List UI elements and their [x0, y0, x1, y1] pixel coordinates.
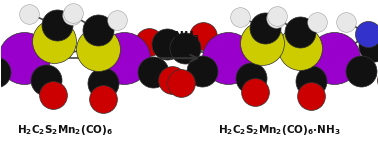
- Point: [100, 81, 106, 84]
- Point: [94, 29, 101, 31]
- Text: $\mathbf{H_2C_2S_2Mn_2(CO)_6{\cdot}NH_3}$: $\mathbf{H_2C_2S_2Mn_2(CO)_6{\cdot}NH_3}…: [218, 123, 341, 137]
- Point: [182, 47, 188, 49]
- Point: [343, 21, 349, 23]
- Point: [164, 43, 170, 46]
- Point: [371, 44, 377, 47]
- Point: [178, 81, 184, 84]
- Point: [259, 41, 265, 44]
- Point: [308, 80, 314, 82]
- Text: $\mathbf{H_2C_2S_2Mn_2(CO)_6}$: $\mathbf{H_2C_2S_2Mn_2(CO)_6}$: [17, 123, 113, 137]
- Point: [54, 24, 60, 27]
- Point: [237, 16, 243, 18]
- Point: [308, 95, 314, 97]
- Point: [365, 33, 371, 35]
- Point: [150, 71, 156, 73]
- Point: [42, 79, 48, 81]
- Point: [297, 31, 303, 33]
- Point: [69, 14, 75, 16]
- Point: [95, 47, 101, 50]
- Point: [50, 94, 56, 96]
- Point: [70, 12, 76, 14]
- Point: [262, 27, 268, 29]
- Point: [100, 98, 106, 100]
- Point: [121, 57, 127, 59]
- Point: [225, 57, 231, 59]
- Point: [146, 41, 152, 43]
- Point: [21, 57, 27, 59]
- Point: [252, 91, 258, 93]
- Point: [314, 21, 320, 24]
- Point: [274, 15, 280, 18]
- Point: [248, 77, 254, 79]
- Point: [200, 35, 206, 37]
- Point: [331, 57, 337, 59]
- Point: [51, 40, 57, 43]
- Point: [169, 78, 175, 81]
- Point: [297, 47, 303, 49]
- Point: [113, 18, 119, 21]
- Point: [273, 17, 279, 19]
- Point: [358, 70, 364, 72]
- Text: + NH₃: + NH₃: [160, 30, 199, 43]
- Point: [26, 13, 33, 15]
- Point: [199, 70, 205, 72]
